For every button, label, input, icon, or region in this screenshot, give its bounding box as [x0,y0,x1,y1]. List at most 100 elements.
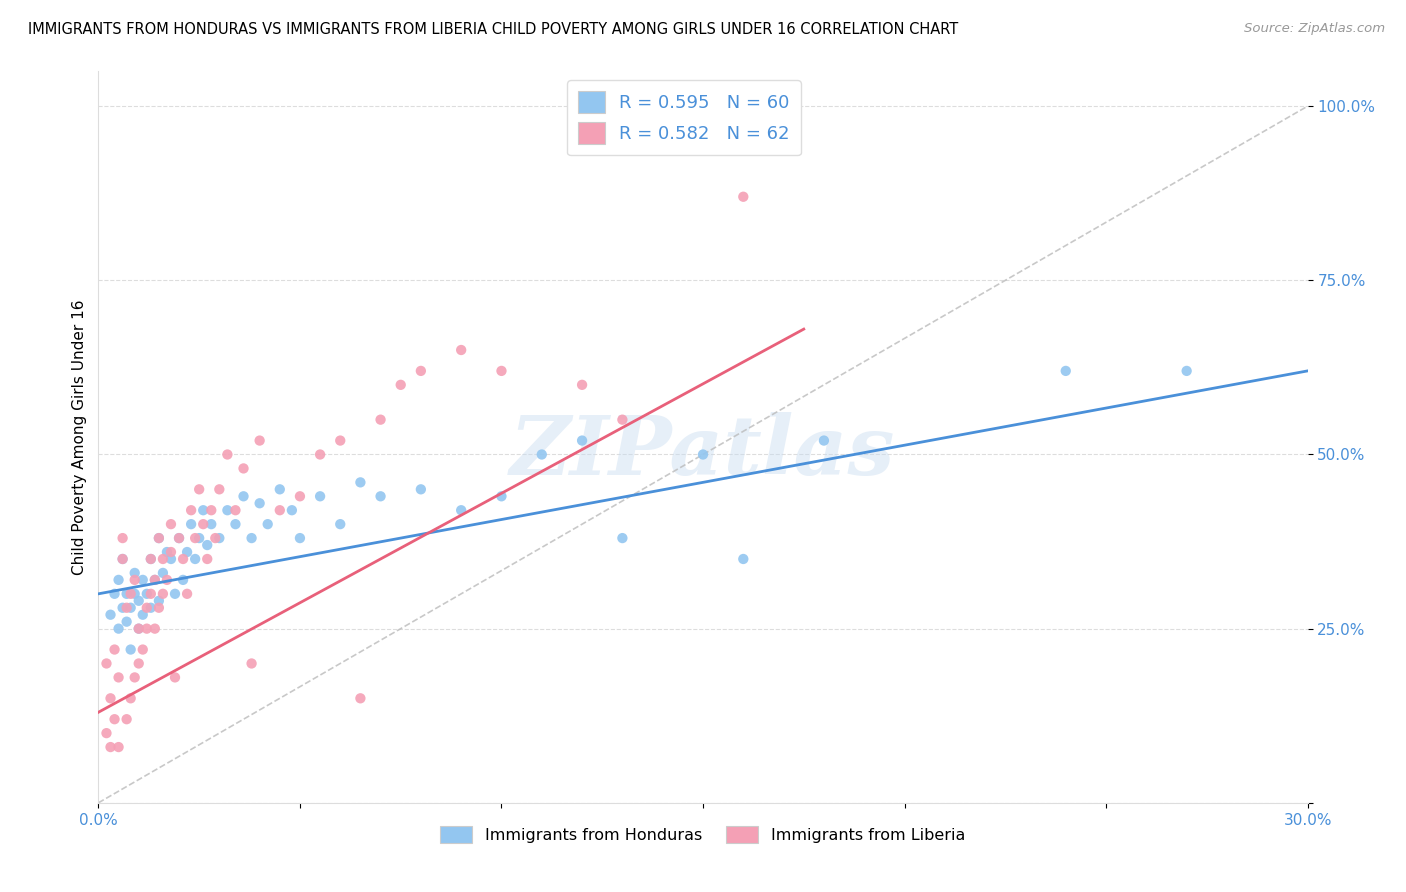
Point [269,483,291,497]
Text: ZIPatlas: ZIPatlas [510,412,896,491]
Point [193,503,215,517]
Point [148,594,170,608]
Point [288,531,311,545]
Point [115,600,138,615]
Legend: Immigrants from Honduras, Immigrants from Liberia: Immigrants from Honduras, Immigrants fro… [434,820,972,850]
Point [195,552,218,566]
Point [1054,364,1077,378]
Point [107,573,129,587]
Point [256,517,278,532]
Point [124,587,146,601]
Point [163,587,186,601]
Point [571,434,593,448]
Point [120,600,142,615]
Point [148,600,170,615]
Point [217,448,239,462]
Point [156,545,179,559]
Point [193,517,215,532]
Point [249,496,271,510]
Point [111,552,134,566]
Point [152,566,174,580]
Point [124,670,146,684]
Point [96,657,118,671]
Point [692,448,714,462]
Point [132,573,155,587]
Point [107,670,129,684]
Point [167,531,190,545]
Point [135,587,157,601]
Point [100,691,122,706]
Point [148,531,170,545]
Point [96,726,118,740]
Point [172,552,194,566]
Point [733,190,755,204]
Point [107,622,129,636]
Point [167,531,190,545]
Point [139,600,162,615]
Point [309,489,332,503]
Point [143,573,166,587]
Point [349,691,371,706]
Point [208,483,231,497]
Point [450,343,472,357]
Point [143,573,166,587]
Point [184,531,207,545]
Y-axis label: Child Poverty Among Girls Under 16: Child Poverty Among Girls Under 16 [72,300,87,574]
Point [491,489,513,503]
Point [370,412,392,426]
Point [224,503,246,517]
Point [288,489,311,503]
Point [111,552,134,566]
Point [152,552,174,566]
Point [111,600,134,615]
Point [160,517,183,532]
Point [100,740,122,755]
Point [139,552,162,566]
Point [188,483,211,497]
Point [128,622,150,636]
Point [195,538,218,552]
Point [240,657,263,671]
Point [120,642,142,657]
Point [128,657,150,671]
Point [115,615,138,629]
Point [208,531,231,545]
Point [172,573,194,587]
Point [224,517,246,532]
Point [188,531,211,545]
Point [281,503,304,517]
Point [180,503,202,517]
Point [329,434,352,448]
Point [103,642,125,657]
Point [120,587,142,601]
Point [124,573,146,587]
Point [132,607,155,622]
Point [115,712,138,726]
Point [139,552,162,566]
Point [143,622,166,636]
Point [813,434,835,448]
Point [135,622,157,636]
Point [329,517,352,532]
Point [200,503,222,517]
Point [571,377,593,392]
Point [370,489,392,503]
Point [409,483,432,497]
Point [217,503,239,517]
Point [200,517,222,532]
Point [204,531,226,545]
Point [107,740,129,755]
Point [1175,364,1198,378]
Point [184,552,207,566]
Point [232,461,254,475]
Point [612,531,634,545]
Point [450,503,472,517]
Point [100,607,122,622]
Point [491,364,513,378]
Point [612,412,634,426]
Point [156,573,179,587]
Point [135,600,157,615]
Point [160,552,183,566]
Point [148,531,170,545]
Point [103,587,125,601]
